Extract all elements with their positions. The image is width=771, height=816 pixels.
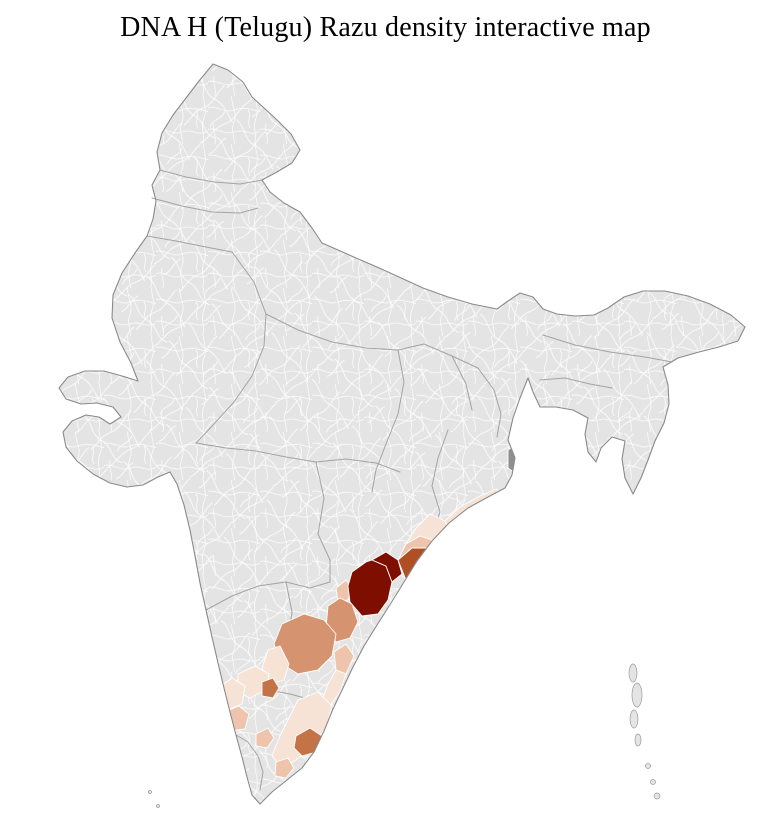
state-line xyxy=(371,349,405,493)
density-district-tamilnadu-l2-b[interactable] xyxy=(255,727,275,749)
state-line xyxy=(146,235,233,253)
state-line xyxy=(195,442,401,473)
state-line xyxy=(542,334,673,363)
density-district-visakhapatnam-l6-north[interactable] xyxy=(371,551,403,583)
state-line xyxy=(265,313,479,369)
state-line xyxy=(451,355,473,411)
density-district-visakhapatnam-l6-main[interactable] xyxy=(347,559,393,617)
district-dark-gray-bengal[interactable] xyxy=(507,441,532,477)
state-line xyxy=(195,251,267,444)
nicobar-island[interactable] xyxy=(650,779,656,785)
andaman-island[interactable] xyxy=(634,733,642,747)
state-line xyxy=(151,197,259,214)
andaman-island[interactable] xyxy=(631,682,643,708)
density-district-tamilnadu-l2-a[interactable] xyxy=(274,757,295,779)
lakshadweep-island[interactable] xyxy=(148,790,152,794)
island-chain xyxy=(148,663,661,808)
density-district-rayalaseema-l4-dot[interactable] xyxy=(261,677,280,699)
state-line xyxy=(477,367,502,438)
nicobar-island[interactable] xyxy=(645,763,651,769)
andaman-island[interactable] xyxy=(629,709,639,729)
state-line xyxy=(205,581,331,611)
state-line xyxy=(235,734,264,791)
state-line xyxy=(315,461,331,583)
nicobar-island[interactable] xyxy=(653,792,661,800)
lakshadweep-island[interactable] xyxy=(156,804,160,808)
page-title: DNA H (Telugu) Razu density interactive … xyxy=(120,12,651,43)
andaman-island[interactable] xyxy=(628,663,638,683)
state-line xyxy=(539,377,613,389)
density-district-nellore-l2[interactable] xyxy=(333,643,355,675)
state-line xyxy=(159,169,263,185)
